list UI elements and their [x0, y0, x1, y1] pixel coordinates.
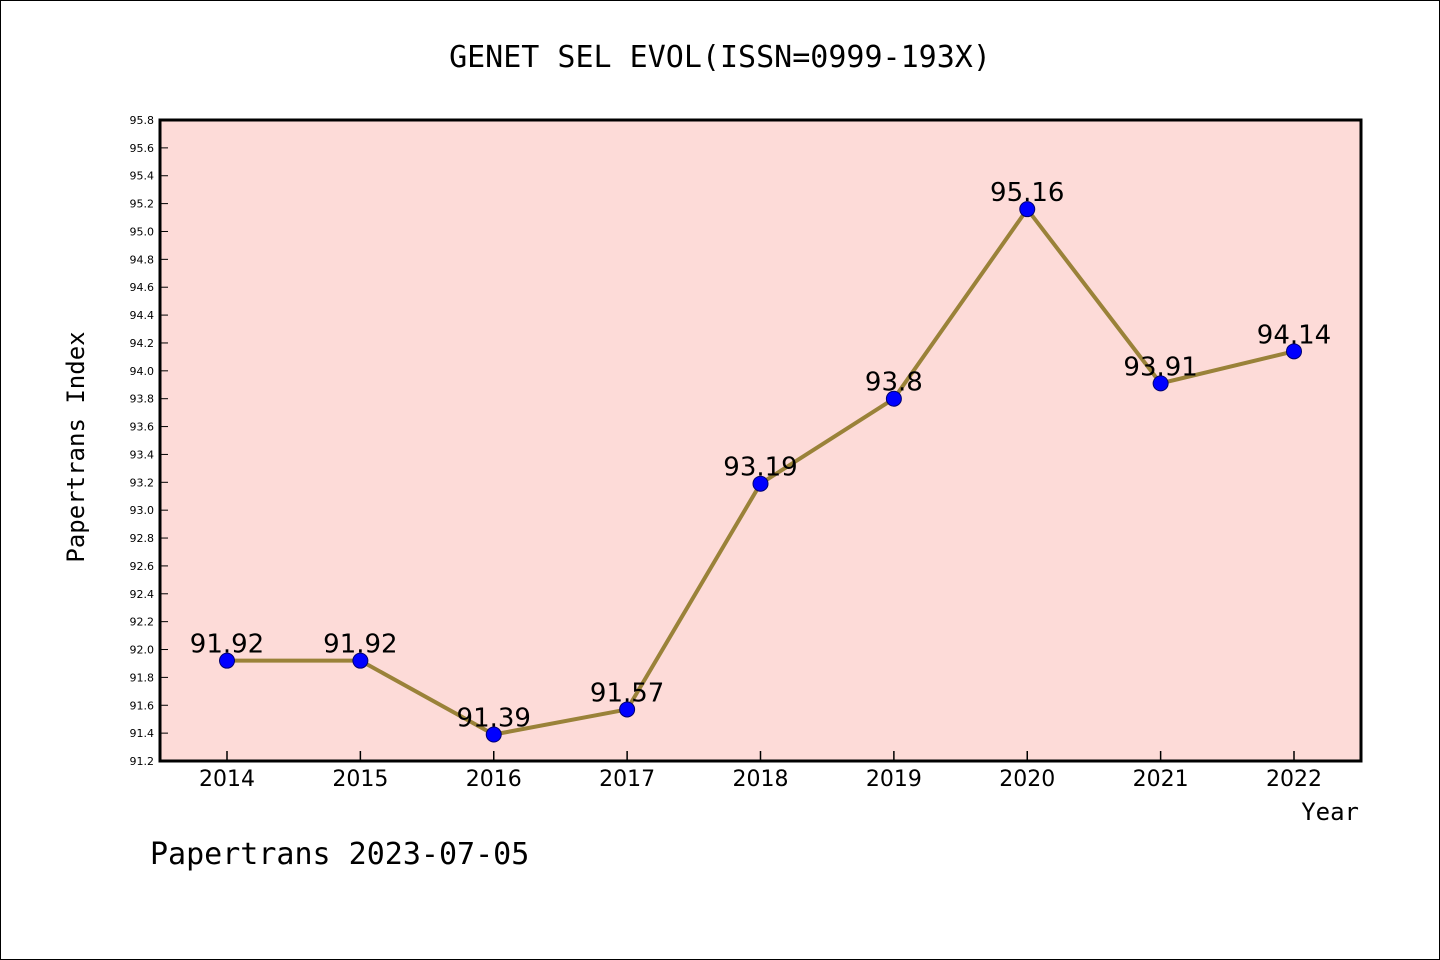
chart-title: GENET SEL EVOL(ISSN=0999-193X) — [449, 40, 991, 75]
footer-date: Papertrans 2023-07-05 — [150, 837, 529, 872]
x-tick-label: 2018 — [733, 767, 789, 792]
data-label: 91.92 — [190, 630, 264, 660]
y-tick-label: 91.8 — [130, 671, 155, 684]
y-tick-label: 94.6 — [130, 281, 155, 294]
x-tick-label: 2022 — [1266, 767, 1322, 792]
x-tick-label: 2016 — [466, 767, 522, 792]
y-tick-label: 93.0 — [130, 504, 155, 517]
x-tick-label: 2017 — [599, 767, 655, 792]
data-point — [619, 701, 636, 718]
data-markers — [219, 201, 1302, 743]
x-axis: 2014 2015 2016 2017 2018 2019 2020 2021 2022 — [199, 751, 1322, 792]
y-axis: 91.2 91.4 91.6 91.8 92.0 92.2 92.4 92.6 92.8 93.0… — [130, 114, 168, 768]
data-label: 94.14 — [1257, 320, 1331, 350]
y-tick-label: 91.6 — [130, 699, 155, 712]
data-label: 93.19 — [723, 453, 797, 483]
y-tick-label: 91.4 — [130, 727, 155, 740]
data-label: 93.8 — [865, 368, 923, 398]
y-tick-label: 92.2 — [130, 616, 155, 629]
x-tick-label: 2021 — [1133, 767, 1189, 792]
y-tick-label: 93.2 — [130, 476, 155, 489]
y-tick-label: 92.8 — [130, 532, 155, 545]
x-tick-label: 2019 — [866, 767, 922, 792]
data-labels: 91.92 91.92 91.39 91.57 93.19 93.8 95.16 93.91 9… — [190, 178, 1331, 733]
data-label: 95.16 — [990, 178, 1064, 208]
plot-area — [160, 120, 1361, 761]
data-point — [1019, 201, 1036, 218]
y-tick-label: 95.4 — [130, 170, 155, 183]
plot-border — [158, 118, 1363, 763]
x-tick-label: 2014 — [199, 767, 255, 792]
y-tick-label: 94.2 — [130, 337, 155, 350]
y-tick-label: 93.8 — [130, 393, 155, 406]
data-point — [219, 652, 235, 669]
y-tick-label: 94.8 — [130, 253, 155, 266]
data-point — [485, 726, 502, 743]
data-label: 91.39 — [457, 704, 531, 734]
data-point — [1286, 343, 1302, 360]
data-label: 91.92 — [323, 630, 397, 660]
data-point — [1152, 375, 1169, 392]
y-tick-label: 95.8 — [130, 114, 155, 127]
x-axis-label: Year — [1301, 798, 1359, 826]
y-tick-label: 91.2 — [130, 755, 155, 768]
data-label: 93.91 — [1123, 352, 1197, 382]
y-axis-label: Papertrans Index — [62, 331, 90, 562]
y-tick-label: 92.0 — [130, 644, 155, 657]
data-point — [352, 652, 369, 669]
y-tick-label: 92.4 — [130, 588, 155, 601]
y-tick-label: 95.6 — [130, 142, 155, 155]
y-tick-label: 94.4 — [130, 309, 155, 322]
y-tick-label: 93.6 — [130, 421, 155, 434]
y-tick-label: 94.0 — [130, 365, 155, 378]
data-point — [752, 475, 769, 492]
y-tick-label: 93.4 — [130, 448, 155, 461]
x-tick-label: 2015 — [332, 767, 388, 792]
x-tick-label: 2020 — [999, 767, 1055, 792]
data-point — [885, 390, 902, 407]
y-tick-label: 95.0 — [130, 225, 155, 238]
data-label: 91.57 — [590, 678, 664, 708]
y-tick-label: 92.6 — [130, 560, 155, 573]
y-tick-label: 95.2 — [130, 198, 155, 211]
